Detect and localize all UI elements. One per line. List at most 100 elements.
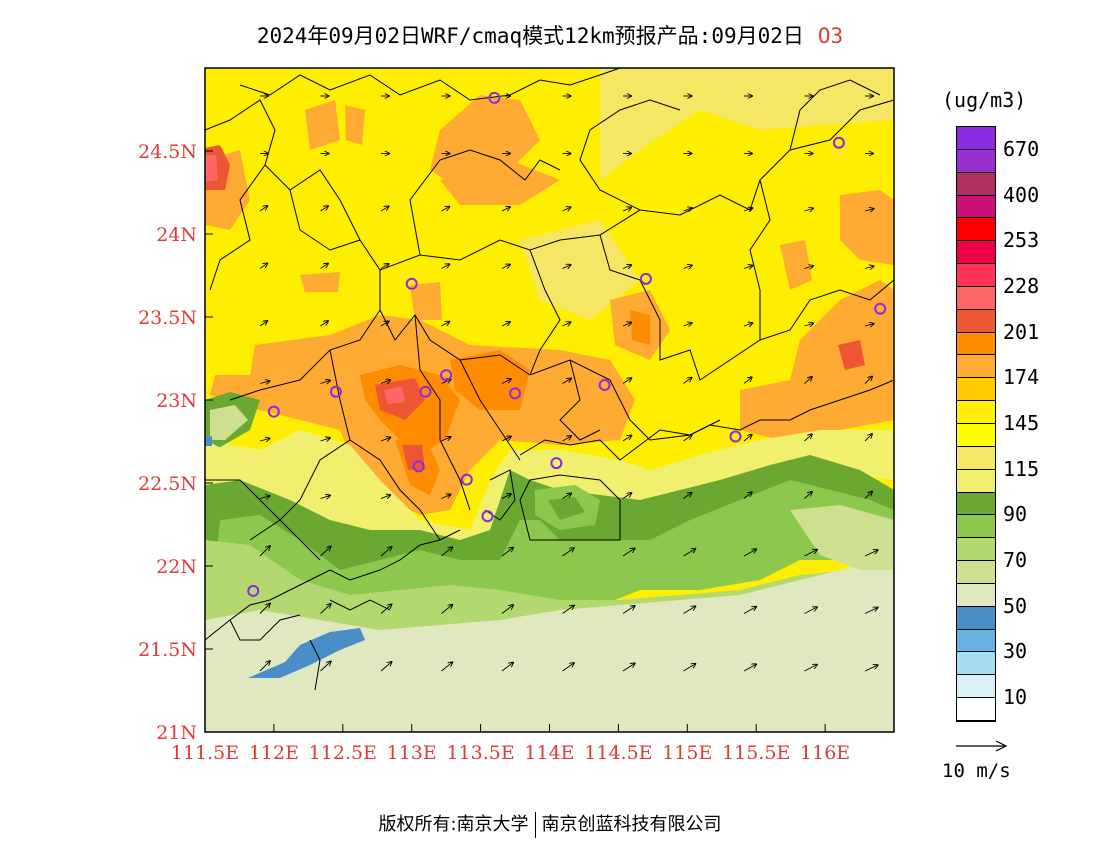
wind-arrow — [501, 207, 510, 212]
city-markers — [247, 91, 887, 597]
city-marker — [481, 510, 494, 523]
org-chuanglan: 南京创蓝科技有限公司 — [541, 814, 722, 835]
wind-reference-arrow — [956, 740, 1008, 752]
legend-swatch — [957, 309, 995, 333]
wind-arrow — [501, 605, 513, 614]
wind-arrow — [743, 323, 753, 326]
legend-swatch — [957, 378, 995, 402]
lon-label: 113E — [387, 742, 437, 764]
lon-label: 114.5E — [584, 742, 652, 764]
wind-arrow — [380, 437, 390, 441]
city-marker — [550, 457, 563, 470]
city-marker — [874, 302, 887, 315]
legend-unit: (ug/m3) — [942, 88, 1027, 112]
wind-arrow — [743, 607, 756, 614]
wind-arrow — [622, 663, 635, 672]
city-marker — [267, 405, 280, 418]
city-marker — [832, 136, 845, 149]
city-marker — [488, 91, 501, 104]
wind-arrow — [622, 207, 631, 211]
wind-arrow — [683, 664, 696, 672]
city-marker — [440, 369, 453, 382]
wind-arrow — [804, 665, 817, 672]
longitude-axis: 111.5E 112E 112.5E 113E 113.5E 114E 114.5E 115E… — [171, 724, 850, 764]
lon-label: 116E — [800, 742, 850, 764]
legend-swatch — [957, 652, 995, 676]
legend-swatch — [957, 446, 995, 470]
wind-arrow — [320, 206, 329, 212]
wind-arrow — [622, 436, 631, 442]
legend-swatch — [957, 675, 995, 699]
wind-arrow — [562, 605, 574, 614]
wind-arrow — [441, 322, 450, 327]
wind-arrow — [441, 264, 450, 269]
wind-arrow — [804, 550, 817, 557]
wind-arrow — [441, 207, 450, 212]
wind-arrow — [683, 493, 692, 499]
wind-arrow — [501, 379, 511, 384]
wind-arrow — [864, 491, 872, 499]
wind-arrow — [743, 377, 752, 384]
legend-swatch — [957, 698, 995, 721]
legend-swatch — [957, 127, 995, 150]
wind-arrow — [743, 492, 752, 499]
wind-arrow — [622, 322, 631, 326]
lat-label: 21.5N — [138, 639, 197, 661]
wind-arrow — [683, 606, 696, 614]
wind-arrow — [320, 264, 329, 269]
wind-arrow — [622, 493, 631, 499]
city-marker — [329, 385, 342, 398]
title-text: 2024年09月02日WRF/cmaq模式12km预报产品:09月02日 — [256, 24, 804, 48]
wind-arrow — [441, 494, 451, 499]
legend-label: 400 — [1003, 182, 1040, 207]
wind-arrow — [320, 546, 331, 557]
legend-label: 50 — [1003, 593, 1028, 618]
lat-label: 21N — [156, 722, 197, 744]
city-marker — [729, 430, 742, 443]
wind-arrow — [259, 496, 270, 499]
wind-arrow — [441, 547, 453, 557]
legend-label: 253 — [1003, 228, 1040, 253]
lon-label: 112.5E — [309, 742, 377, 764]
wind-arrow — [259, 321, 267, 327]
wind-arrow — [441, 662, 453, 672]
lon-label: 111.5E — [171, 742, 239, 764]
wind-arrow — [380, 662, 392, 672]
wind-arrow — [259, 263, 267, 269]
city-marker — [247, 584, 260, 597]
lon-label: 115E — [662, 742, 712, 764]
wind-arrow — [501, 663, 513, 672]
legend-swatch — [957, 561, 995, 584]
legend-swatch — [957, 401, 995, 424]
wind-arrow — [683, 265, 692, 268]
species-label: O3 — [817, 24, 844, 48]
wind-arrow — [864, 376, 872, 384]
wind-arrow — [743, 664, 756, 672]
lon-label: 115.5E — [722, 742, 790, 764]
wind-arrow — [501, 436, 511, 442]
wind-arrow — [562, 548, 574, 557]
wind-arrow — [804, 492, 812, 499]
wind-arrow — [864, 209, 874, 211]
wind-arrow — [804, 434, 812, 442]
wind-arrow — [683, 435, 692, 442]
wind-arrow — [380, 206, 389, 212]
wind-arrow — [804, 377, 812, 384]
lat-label: 24.5N — [138, 141, 197, 163]
legend-swatch — [957, 264, 995, 287]
legend-swatch — [957, 355, 995, 379]
copyright-owner: 版权所有: — [378, 814, 457, 835]
legend-label: 90 — [1003, 502, 1028, 527]
wind-arrow — [380, 321, 389, 327]
legend-swatch — [957, 172, 995, 196]
wind-arrow — [259, 381, 270, 384]
city-marker — [639, 272, 652, 285]
wind-arrow — [864, 608, 878, 614]
lat-label: 24N — [156, 224, 197, 246]
wind-arrow — [259, 438, 270, 441]
wind-arrow — [380, 264, 389, 269]
wind-arrow — [683, 323, 692, 326]
map-title: 2024年09月02日WRF/cmaq模式12km预报产品:09月02日 O3 — [0, 20, 1100, 50]
legend-label: 115 — [1003, 456, 1040, 481]
wind-arrow — [259, 604, 270, 614]
